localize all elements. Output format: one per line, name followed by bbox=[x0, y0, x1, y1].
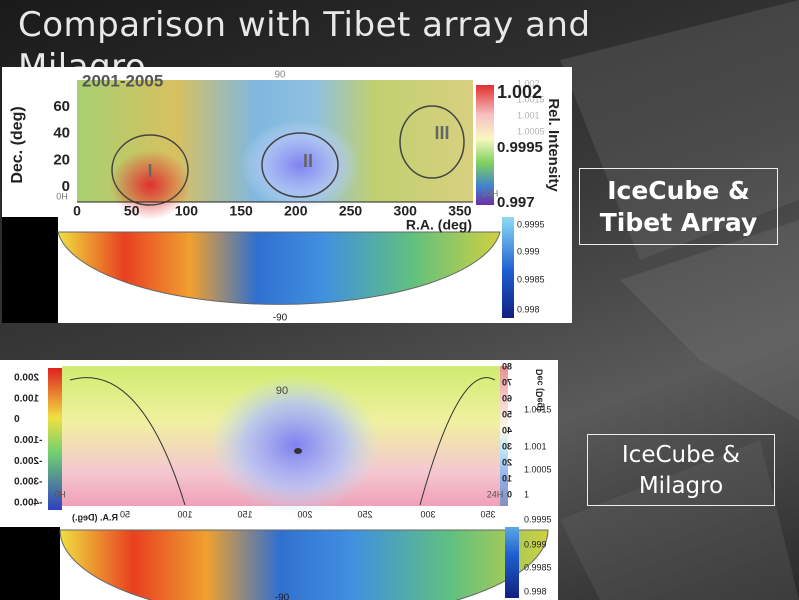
colorbar-tick: 0.9985 bbox=[524, 562, 552, 572]
y-tick-label: 100.0 bbox=[14, 393, 39, 404]
y-tick-label: 0 bbox=[14, 414, 20, 425]
colorbar-label: Rel. Intensity bbox=[545, 98, 562, 192]
y-tick-label: -400.0 bbox=[14, 497, 43, 508]
x-tick-label: 50 bbox=[120, 509, 130, 519]
colorbar-tick: 1.0005 bbox=[517, 126, 545, 136]
region-label: II bbox=[303, 151, 313, 171]
x-tick-label: 250 bbox=[339, 203, 363, 219]
x-tick-label: 50 bbox=[124, 203, 140, 219]
x-tick-label: 150 bbox=[237, 509, 252, 519]
hour-label: 0H bbox=[56, 191, 68, 201]
pole-label: -90 bbox=[273, 313, 288, 324]
x-tick-label: 100 bbox=[175, 203, 199, 219]
hour-label: 24H bbox=[482, 188, 499, 198]
caption-box: IceCube & Milagro bbox=[587, 434, 775, 506]
hour-label: 0H bbox=[54, 489, 66, 499]
period-label: 2001-2005 bbox=[82, 71, 163, 90]
colorbar-tick: 1 bbox=[524, 489, 529, 499]
colorbar-tick: 1.001 bbox=[517, 110, 540, 120]
icecube-skymap bbox=[59, 529, 549, 600]
y-tick-label: 0 bbox=[62, 178, 70, 195]
colorbar-tick: 0.999 bbox=[524, 539, 547, 549]
deficit-region bbox=[210, 375, 380, 515]
region-label: III bbox=[434, 123, 449, 143]
region-outline bbox=[399, 105, 465, 179]
colorbar-tick: 0.999 bbox=[517, 246, 540, 256]
y-tick-label: -300.0 bbox=[14, 477, 43, 488]
colorbar-tick: 0.998 bbox=[517, 304, 540, 314]
x-tick-label: 0 bbox=[73, 203, 81, 219]
y-tick-label: 60 bbox=[502, 393, 512, 403]
colorbar-tick: 0.997 bbox=[497, 194, 535, 211]
x-tick-label: 350 bbox=[480, 509, 495, 519]
region-label: I bbox=[147, 161, 152, 181]
icecube-skymap bbox=[57, 231, 501, 305]
black-area bbox=[0, 527, 60, 600]
y-tick-label: -200.0 bbox=[14, 456, 43, 467]
y-tick-label: 40 bbox=[53, 125, 70, 142]
colorbar-tick: 1.002 bbox=[497, 82, 542, 102]
y-axis-label: Dec (Deg) bbox=[534, 369, 544, 411]
x-tick-label: 300 bbox=[420, 509, 435, 519]
pole-label: 90 bbox=[276, 385, 288, 397]
bg-shape bbox=[560, 0, 799, 260]
marker bbox=[294, 448, 302, 454]
y-tick-label: 40 bbox=[502, 425, 512, 435]
x-tick-label: 100 bbox=[177, 509, 192, 519]
colorbar-tick: 1.001 bbox=[524, 441, 547, 451]
colorbar-tick: 0.9995 bbox=[517, 219, 545, 229]
bg-shape bbox=[620, 220, 799, 420]
x-axis-label: R.A. (deg) bbox=[406, 217, 472, 233]
pole-label: 90 bbox=[274, 70, 286, 81]
y-tick-label: 30 bbox=[502, 441, 512, 451]
horizon-curve bbox=[69, 377, 496, 506]
y-tick-label: 80 bbox=[502, 361, 512, 371]
y-tick-label: 0 bbox=[507, 489, 512, 499]
colorbar-tick: 0.9995 bbox=[497, 139, 543, 156]
bg-shape bbox=[560, 440, 799, 600]
colorbar-tick: 0.9995 bbox=[524, 514, 552, 524]
y-tick-label: 60 bbox=[53, 98, 70, 115]
caption-box: IceCube & Tibet Array bbox=[579, 168, 778, 245]
region-outline bbox=[261, 132, 339, 198]
x-tick-label: 250 bbox=[357, 509, 372, 519]
x-axis-label: R.A. (Deg.) bbox=[72, 512, 118, 522]
y-tick-label: 10 bbox=[502, 473, 512, 483]
tibet-colorbar bbox=[476, 85, 494, 205]
y-tick-label: -100.0 bbox=[14, 435, 43, 446]
x-tick-label: 300 bbox=[394, 203, 418, 219]
hour-label: 24H bbox=[487, 489, 504, 499]
colorbar-tick: 1.0005 bbox=[524, 464, 552, 474]
colorbar-edge bbox=[500, 366, 508, 506]
y-tick-label: 200.0 bbox=[14, 373, 39, 384]
y-tick-label: 20 bbox=[53, 151, 70, 168]
black-area bbox=[2, 217, 58, 323]
pole-label: -90 bbox=[275, 593, 290, 600]
deficit-region bbox=[240, 120, 360, 210]
y-axis-label: Dec. (deg) bbox=[9, 106, 26, 183]
region-outline bbox=[111, 134, 189, 206]
colorbar-tick: 0.998 bbox=[524, 586, 547, 596]
colorbar-tick: 1.0015 bbox=[524, 404, 552, 414]
y-tick-label: 70 bbox=[502, 377, 512, 387]
colorbar-tick: 1.0015 bbox=[517, 94, 545, 104]
y-tick-label: 20 bbox=[502, 457, 512, 467]
colorbar-tick: 1.002 bbox=[517, 78, 540, 88]
colorbar-tick: 0.9985 bbox=[517, 274, 545, 284]
x-tick-label: 200 bbox=[297, 509, 312, 519]
milagro-colorbar bbox=[48, 368, 62, 510]
x-tick-label: 150 bbox=[229, 203, 253, 219]
x-tick-label: 200 bbox=[284, 203, 308, 219]
y-tick-label: 50 bbox=[502, 409, 512, 419]
x-tick-label: 350 bbox=[448, 203, 472, 219]
